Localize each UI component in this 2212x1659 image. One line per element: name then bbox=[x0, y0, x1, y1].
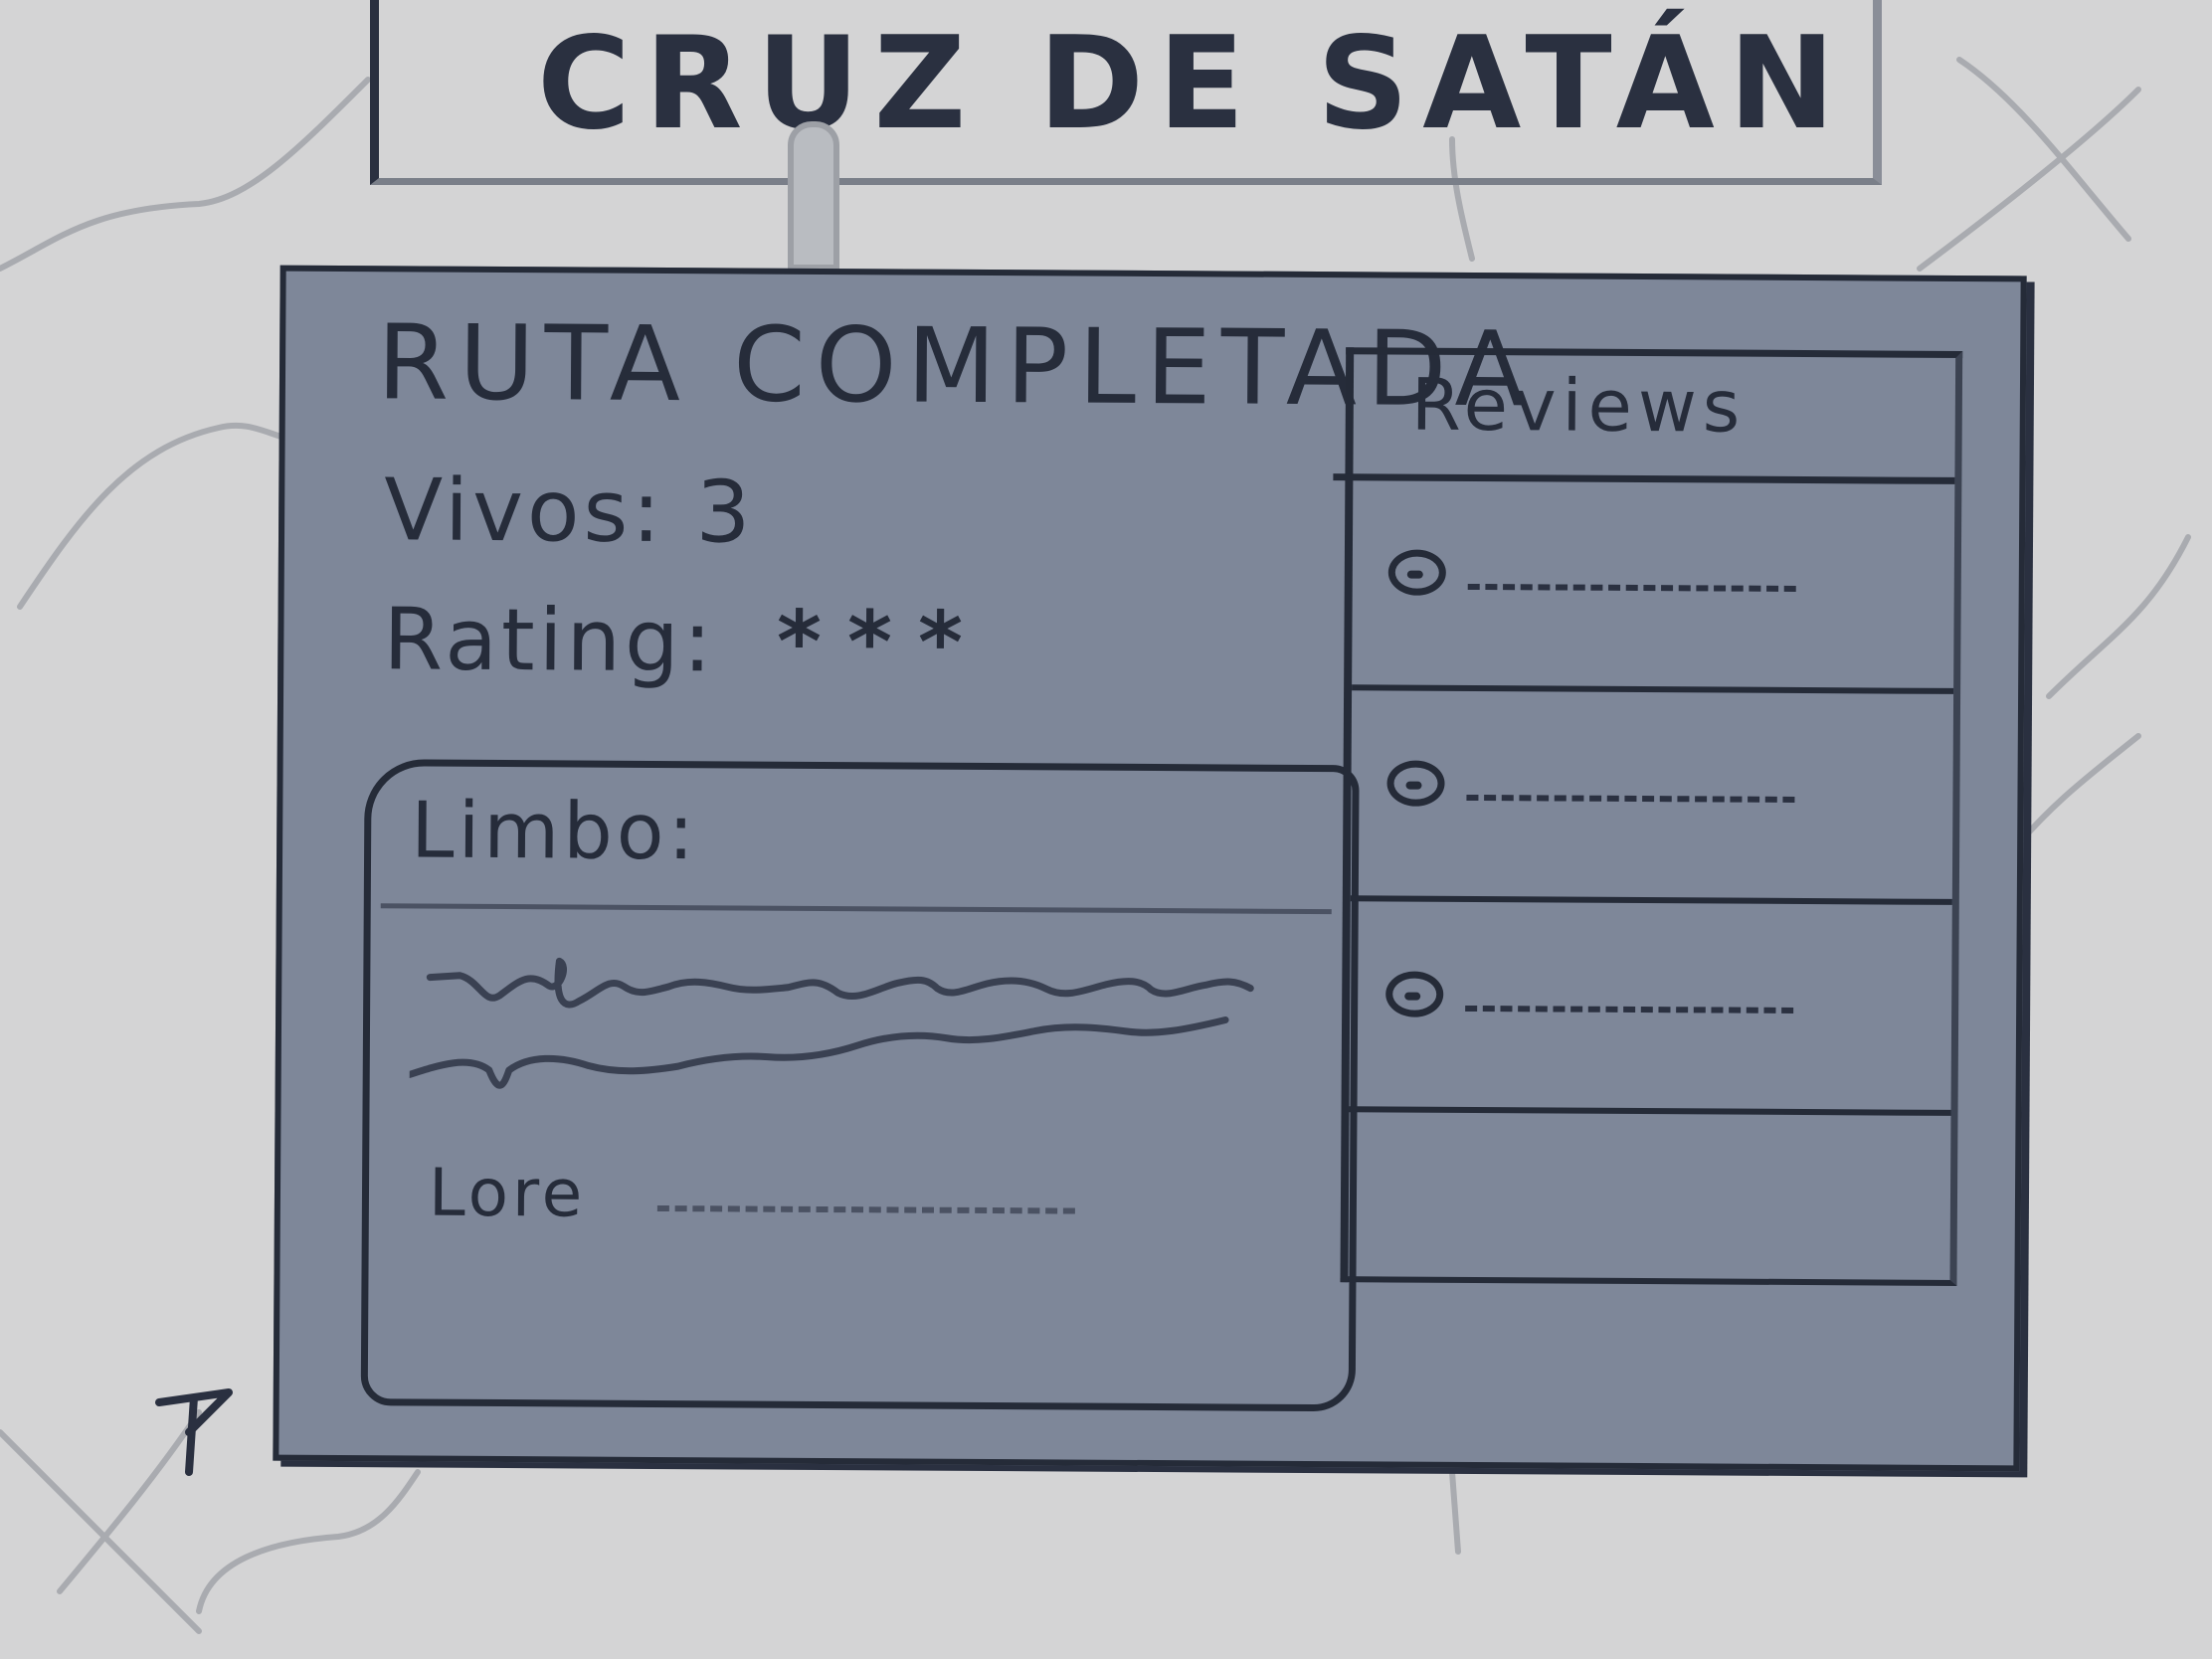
review-item[interactable] bbox=[1352, 479, 1955, 694]
arrow-icon bbox=[155, 1388, 233, 1476]
review-item[interactable] bbox=[1349, 901, 1952, 1116]
route-complete-panel: RUTA COMPLETADA Vivos: 3 Rating: *** Lim… bbox=[273, 265, 2027, 1472]
vivos-value: 3 bbox=[695, 462, 755, 563]
reviews-title: Reviews bbox=[1410, 362, 1747, 449]
limbo-title: Limbo: bbox=[410, 786, 699, 878]
banner-connector bbox=[788, 121, 839, 271]
rating-label: Rating: bbox=[383, 590, 716, 692]
review-text-placeholder bbox=[1467, 583, 1796, 592]
avatar-icon bbox=[1387, 549, 1446, 596]
lore-label: Lore bbox=[428, 1154, 587, 1232]
review-text-placeholder bbox=[1465, 1005, 1794, 1014]
avatar-icon bbox=[1386, 760, 1445, 807]
rating-stars: *** bbox=[776, 592, 990, 694]
review-text-placeholder bbox=[1466, 794, 1795, 803]
reviews-panel[interactable]: Reviews bbox=[1333, 347, 1963, 1286]
vivos-label: Vivos: bbox=[383, 461, 665, 563]
avatar-icon bbox=[1385, 971, 1444, 1017]
title-banner bbox=[370, 0, 1882, 185]
vivos-stat: Vivos: 3 bbox=[384, 461, 755, 562]
limbo-divider bbox=[380, 903, 1332, 915]
lore-text-placeholder bbox=[656, 1204, 1075, 1214]
review-item[interactable] bbox=[1350, 690, 1954, 905]
app-title: CRUZ DE SATÁN bbox=[537, 10, 1849, 158]
limbo-text-placeholder bbox=[409, 957, 1254, 1089]
limbo-card[interactable]: Limbo: Lore bbox=[360, 759, 1360, 1412]
rating-stat: Rating: *** bbox=[383, 590, 989, 693]
